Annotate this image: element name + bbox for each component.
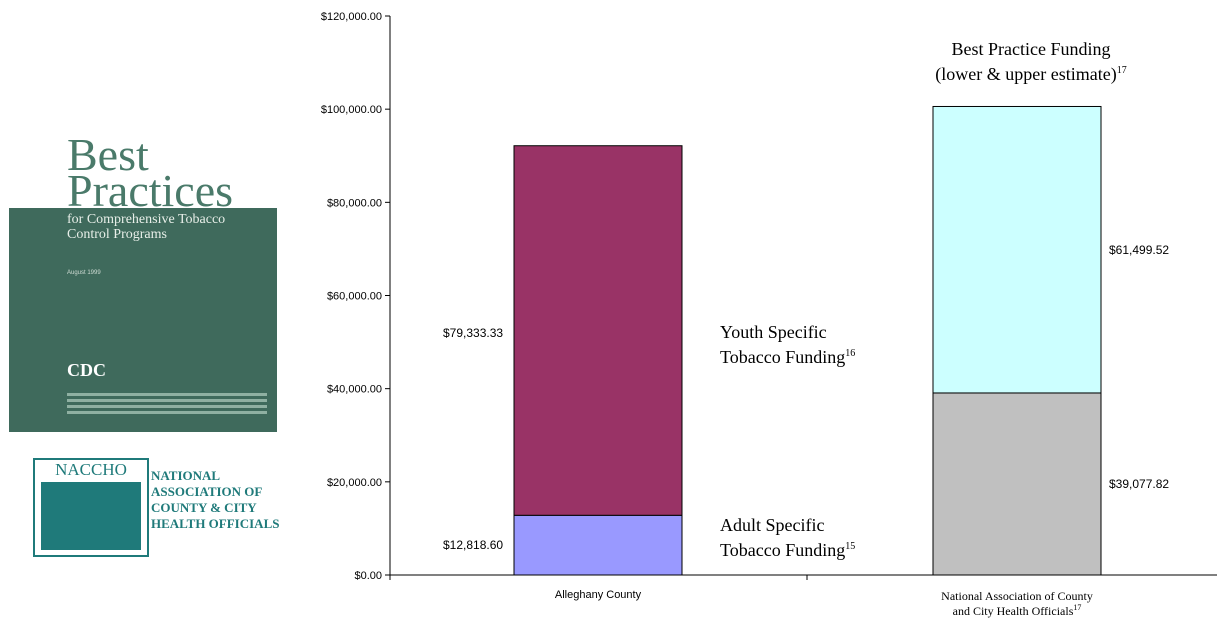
annotation-youth-line2: Tobacco Funding16 xyxy=(720,347,856,367)
cdc-logo: CDC xyxy=(67,360,106,380)
y-tick-label: $40,000.00 xyxy=(327,384,382,396)
bar-segment xyxy=(513,145,683,516)
category-label: Alleghany County xyxy=(555,589,642,601)
y-tick-label: $80,000.00 xyxy=(327,197,382,209)
bar-segment xyxy=(932,105,1102,394)
cover-title-line2: Practices xyxy=(67,165,234,216)
naccho-name-line: COUNTY & CITY xyxy=(151,500,257,515)
y-tick-label: $120,000.00 xyxy=(321,11,382,23)
annotation-best-line2: (lower & upper estimate)17 xyxy=(935,64,1127,84)
bar-segment xyxy=(932,392,1102,576)
naccho-name-line: HEALTH OFFICIALS xyxy=(151,516,280,531)
annotation-adult-line2: Tobacco Funding15 xyxy=(720,540,856,560)
naccho-acronym: NACCHO xyxy=(55,460,127,479)
best-practices-cover: Best Practices for Comprehensive Tobacco… xyxy=(9,112,277,432)
cover-date: August 1999 xyxy=(67,270,101,276)
data-label: $61,499.52 xyxy=(1109,243,1169,257)
y-tick-label: $60,000.00 xyxy=(327,291,382,303)
bar-segment xyxy=(513,514,683,576)
naccho-logo: NACCHO xyxy=(33,458,149,557)
naccho-name-line: ASSOCIATION OF xyxy=(151,484,263,499)
category-label: National Association of County xyxy=(941,589,1093,603)
us-map-icon xyxy=(41,482,141,550)
data-label: $39,077.82 xyxy=(1109,477,1169,491)
naccho-name-line: NATIONAL xyxy=(151,468,221,483)
annotation-adult: Adult Specific Tobacco Funding15 xyxy=(720,514,855,561)
cover-subtitle: for Comprehensive Tobacco Control Progra… xyxy=(67,212,226,242)
naccho-name: NATIONAL ASSOCIATION OF COUNTY & CITY HE… xyxy=(151,468,279,532)
annotation-youth: Youth Specific Tobacco Funding16 xyxy=(720,321,855,368)
annotation-youth-line1: Youth Specific xyxy=(720,322,827,342)
annotation-adult-line1: Adult Specific xyxy=(720,515,825,535)
cover-title-line1: Best xyxy=(67,129,149,180)
category-label: and City Health Officials17 xyxy=(953,603,1082,618)
cover-fine-print xyxy=(67,390,267,417)
cover-header xyxy=(9,112,277,208)
annotation-best-line1: Best Practice Funding xyxy=(951,39,1111,59)
y-tick-label: $100,000.00 xyxy=(321,104,382,116)
y-tick-label: $0.00 xyxy=(354,570,382,582)
data-label: $12,818.60 xyxy=(443,538,503,552)
y-tick-label: $20,000.00 xyxy=(327,477,382,489)
annotation-best-practice: Best Practice Funding (lower & upper est… xyxy=(912,38,1150,85)
data-label: $79,333.33 xyxy=(443,326,503,340)
